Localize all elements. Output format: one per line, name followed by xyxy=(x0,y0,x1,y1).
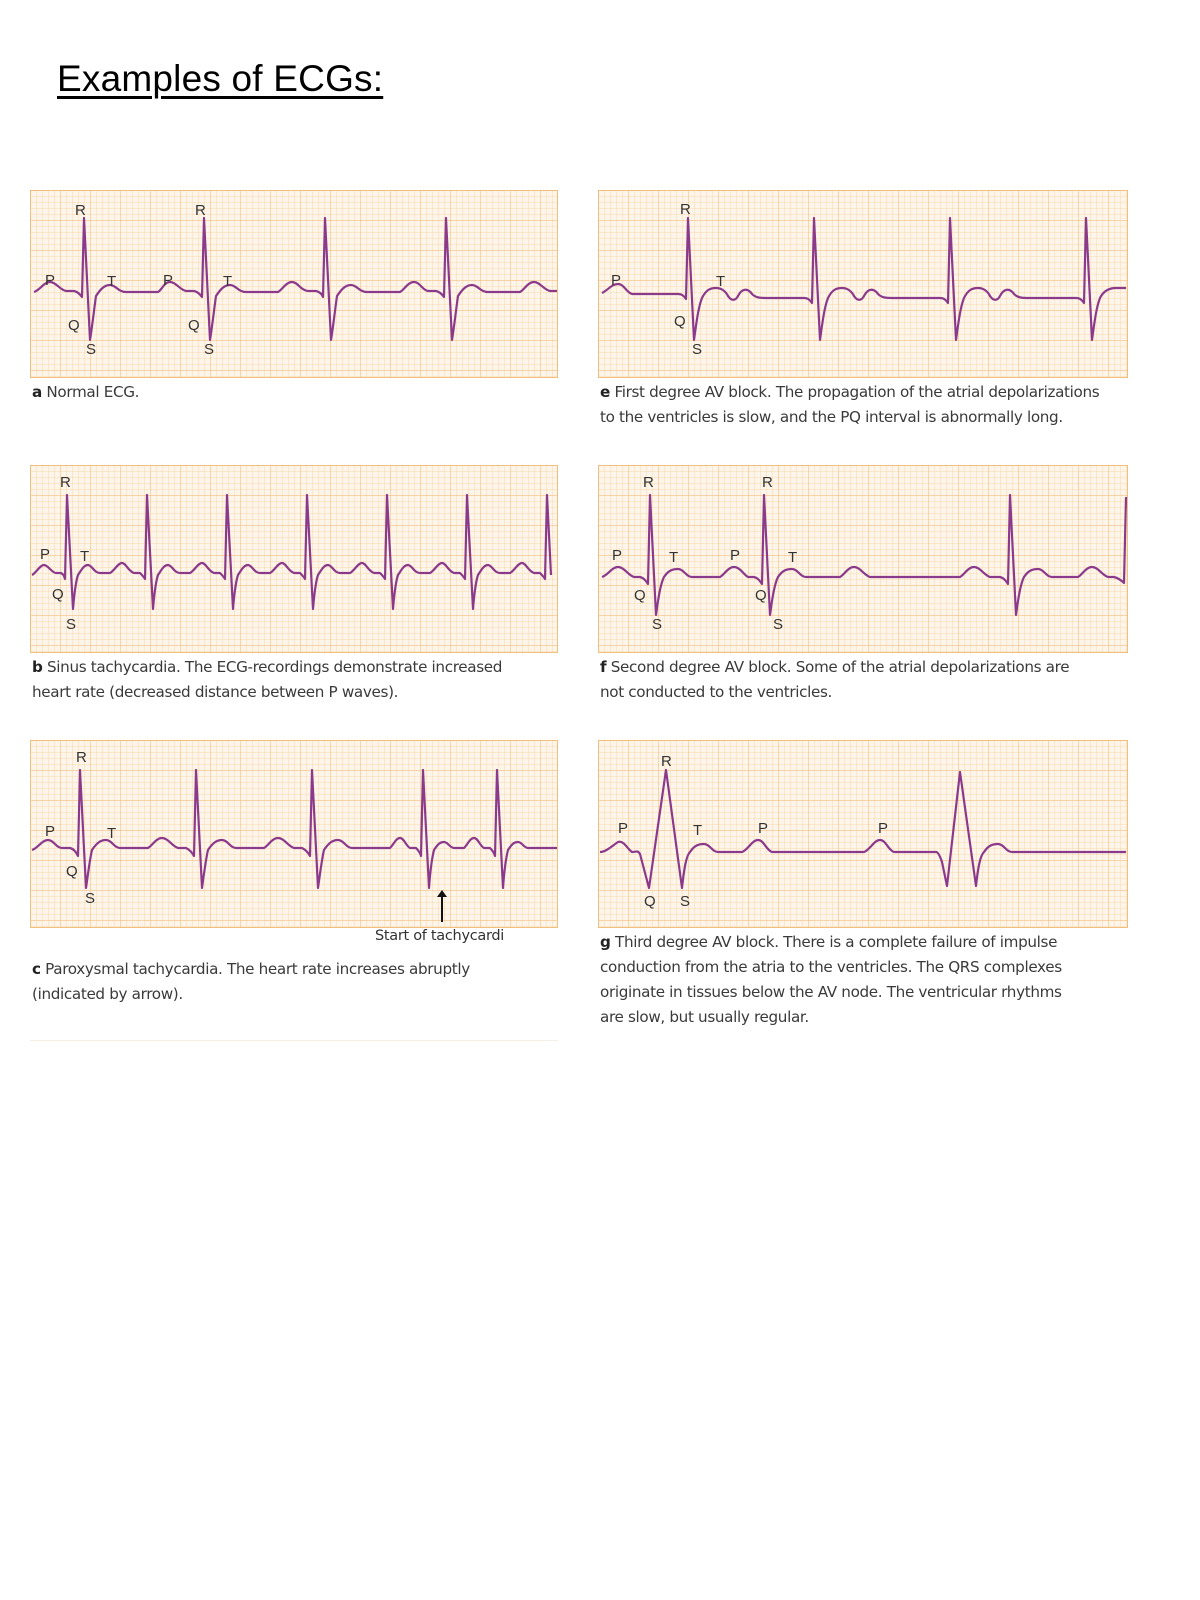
wave-label-s: S xyxy=(652,616,663,633)
ecg-panel-c-paroxysmal-tachycardia: P Q R S T Start of tachycardi c Paroxysm… xyxy=(30,740,575,1020)
wave-label-q: Q xyxy=(674,313,686,330)
caption-line: heart rate (decreased distance between P… xyxy=(32,683,399,701)
ecg-strip: P Q R S T P Q R S T xyxy=(598,465,1128,653)
wave-label-s: S xyxy=(66,616,77,633)
wave-label-r: R xyxy=(76,749,87,766)
caption-line: Third degree AV block. There is a comple… xyxy=(615,933,1058,951)
panel-caption: g Third degree AV block. There is a comp… xyxy=(600,930,1062,1030)
wave-label-r: R xyxy=(680,201,691,218)
wave-label-p: P xyxy=(758,820,769,837)
ecg-panel-a-normal: P Q R S T P Q R S T a Normal ECG. xyxy=(30,190,558,430)
wave-label-q: Q xyxy=(755,587,767,604)
wave-label-s: S xyxy=(680,893,691,910)
ecg-panel-f-second-degree-av-block: P Q R S T P Q R S T f Second degree AV b… xyxy=(598,465,1143,710)
wave-label-t: T xyxy=(716,273,726,290)
panel-caption: a Normal ECG. xyxy=(32,380,139,405)
divider xyxy=(30,1040,558,1041)
wave-label-p: P xyxy=(163,272,174,289)
ecg-strip: P Q R S T P Q R S T xyxy=(30,190,558,378)
wave-label-t: T xyxy=(107,825,117,842)
ecg-strip: P Q R S T xyxy=(30,465,558,653)
ecg-panel-b-sinus-tachycardia: P Q R S T b Sinus tachycardia. The ECG-r… xyxy=(30,465,575,710)
wave-label-q: Q xyxy=(66,863,78,880)
wave-label-p: P xyxy=(618,820,629,837)
caption-line: to the ventricles is slow, and the PQ in… xyxy=(600,408,1063,426)
panel-caption: c Paroxysmal tachycardia. The heart rate… xyxy=(32,957,470,1007)
caption-line: originate in tissues below the AV node. … xyxy=(600,983,1062,1001)
panel-letter: a xyxy=(32,383,42,401)
wave-label-r: R xyxy=(75,202,86,219)
wave-label-p: P xyxy=(878,820,889,837)
caption-line: not conducted to the ventricles. xyxy=(600,683,833,701)
wave-label-p: P xyxy=(611,272,622,289)
caption-line: Normal ECG. xyxy=(46,383,140,401)
page-title: Examples of ECGs: xyxy=(57,58,384,99)
panel-letter: e xyxy=(600,383,610,401)
wave-label-t: T xyxy=(693,822,703,839)
caption-line: First degree AV block. The propagation o… xyxy=(614,383,1100,401)
wave-label-q: Q xyxy=(634,587,646,604)
wave-label-t: T xyxy=(788,549,798,566)
panel-letter: g xyxy=(600,933,611,951)
wave-label-p: P xyxy=(612,547,623,564)
wave-label-r: R xyxy=(762,474,773,491)
wave-label-q: Q xyxy=(644,893,656,910)
panel-letter: b xyxy=(32,658,43,676)
wave-label-p: P xyxy=(45,823,56,840)
ecg-panel-e-first-degree-av-block: P Q R S T e First degree AV block. The p… xyxy=(598,190,1143,435)
wave-label-r: R xyxy=(60,474,71,491)
wave-label-p: P xyxy=(40,546,51,563)
caption-line: conduction from the atria to the ventric… xyxy=(600,958,1062,976)
panel-caption: b Sinus tachycardia. The ECG-recordings … xyxy=(32,655,502,705)
panel-letter: f xyxy=(600,658,607,676)
wave-label-t: T xyxy=(223,273,233,290)
caption-line: Paroxysmal tachycardia. The heart rate i… xyxy=(45,960,470,978)
wave-label-s: S xyxy=(204,341,215,358)
arrow-up-icon xyxy=(437,890,447,922)
wave-label-r: R xyxy=(661,753,672,770)
wave-label-t: T xyxy=(80,548,90,565)
ecg-strip: P Q R S T P P xyxy=(598,740,1128,928)
tachycardia-start-annotation: Start of tachycardi xyxy=(375,928,505,944)
wave-label-t: T xyxy=(107,273,117,290)
wave-label-s: S xyxy=(86,341,97,358)
caption-line: are slow, but usually regular. xyxy=(600,1008,809,1026)
ecg-strip: P Q R S T xyxy=(30,740,558,928)
wave-label-r: R xyxy=(643,474,654,491)
caption-line: (indicated by arrow). xyxy=(32,985,183,1003)
wave-label-t: T xyxy=(669,549,679,566)
ecg-strip: P Q R S T xyxy=(598,190,1128,378)
panel-caption: f Second degree AV block. Some of the at… xyxy=(600,655,1070,705)
wave-label-p: P xyxy=(730,547,741,564)
wave-label-q: Q xyxy=(68,317,80,334)
wave-label-s: S xyxy=(773,616,784,633)
wave-label-q: Q xyxy=(188,317,200,334)
wave-label-q: Q xyxy=(52,586,64,603)
wave-label-s: S xyxy=(85,890,96,907)
caption-line: Sinus tachycardia. The ECG-recordings de… xyxy=(47,658,503,676)
wave-label-s: S xyxy=(692,341,703,358)
wave-label-r: R xyxy=(195,202,206,219)
caption-line: Second degree AV block. Some of the atri… xyxy=(610,658,1070,676)
panel-caption: e First degree AV block. The propagation… xyxy=(600,380,1100,430)
panel-letter: c xyxy=(32,960,41,978)
ecg-panel-g-third-degree-av-block: P Q R S T P P g Third degree AV block. T… xyxy=(598,740,1143,1040)
wave-label-p: P xyxy=(45,272,56,289)
